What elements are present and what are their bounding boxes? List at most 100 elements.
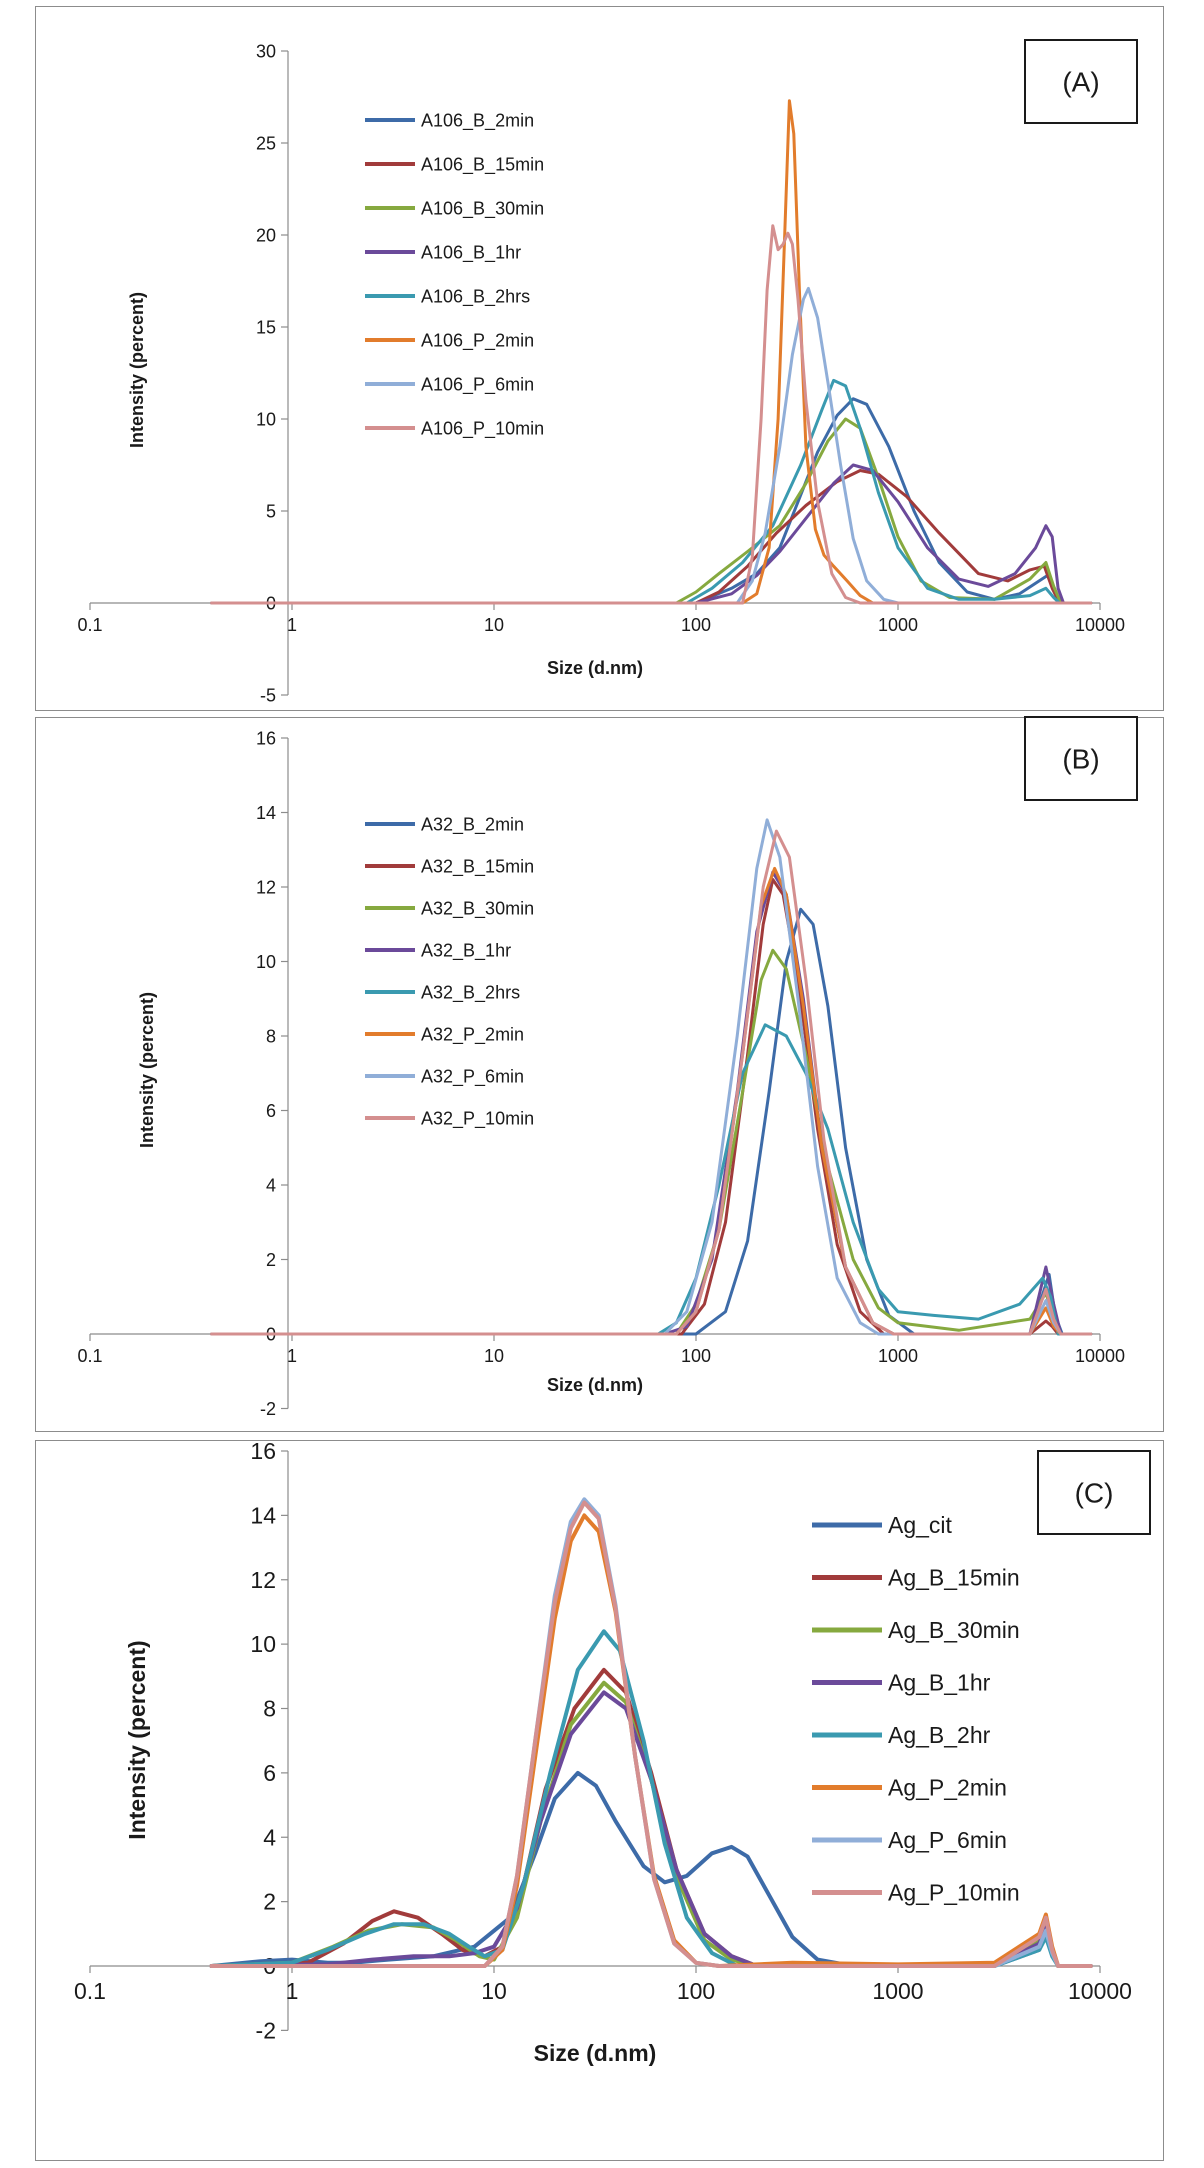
series-line bbox=[210, 829, 1093, 1336]
y-tick-label: 2 bbox=[266, 1250, 276, 1270]
legend-label: Ag_B_15min bbox=[888, 1565, 1020, 1591]
x-axis-label: Size (d.nm) bbox=[547, 1375, 643, 1395]
y-tick-label: 5 bbox=[266, 501, 276, 521]
legend-label: A32_P_10min bbox=[421, 1108, 534, 1129]
y-tick-label: 12 bbox=[250, 1567, 276, 1593]
y-axis-label: Intensity (percent) bbox=[137, 992, 157, 1148]
y-tick-label: 16 bbox=[250, 1438, 276, 1464]
x-tick-label: 1 bbox=[286, 1978, 299, 2004]
y-tick-label: 25 bbox=[256, 133, 276, 153]
legend-label: A106_P_2min bbox=[421, 330, 534, 351]
legend-label: Ag_B_2hr bbox=[888, 1722, 991, 1748]
legend-label: A32_B_15min bbox=[421, 856, 534, 877]
y-tick-label: 8 bbox=[266, 1026, 276, 1046]
y-tick-label: 15 bbox=[256, 317, 276, 337]
y-tick-label: 14 bbox=[250, 1502, 276, 1528]
y-axis-label: Intensity (percent) bbox=[127, 292, 147, 448]
legend-label: A32_P_2min bbox=[421, 1024, 524, 1045]
series-line bbox=[210, 397, 1093, 605]
legend-label: A106_P_10min bbox=[421, 418, 544, 439]
y-tick-label: 10 bbox=[256, 952, 276, 972]
series-line bbox=[210, 224, 1093, 605]
x-tick-label: 1000 bbox=[878, 615, 918, 635]
panel-label-box bbox=[1024, 716, 1138, 801]
y-tick-label: -2 bbox=[256, 2017, 276, 2043]
x-tick-label: 10 bbox=[484, 615, 504, 635]
legend-label: Ag_B_30min bbox=[888, 1617, 1020, 1643]
x-tick-label: 0.1 bbox=[74, 1978, 106, 2004]
x-tick-label: 10 bbox=[481, 1978, 507, 2004]
panel-label: (C) bbox=[1075, 1477, 1114, 1508]
series-line bbox=[210, 99, 1093, 605]
y-tick-label: -5 bbox=[260, 685, 276, 705]
legend-label: A32_B_1hr bbox=[421, 940, 511, 961]
legend-label: A32_P_6min bbox=[421, 1066, 524, 1087]
y-tick-label: 6 bbox=[263, 1760, 276, 1786]
legend-label: A106_P_6min bbox=[421, 374, 534, 395]
x-tick-label: 10000 bbox=[1075, 1346, 1125, 1366]
x-tick-label: 100 bbox=[681, 1346, 711, 1366]
x-tick-label: 100 bbox=[677, 1978, 715, 2004]
x-tick-label: 1 bbox=[287, 1346, 297, 1366]
panel-label-box bbox=[1037, 1450, 1151, 1535]
y-tick-label: 20 bbox=[256, 225, 276, 245]
series-line bbox=[210, 463, 1093, 605]
series-line bbox=[210, 818, 1093, 1336]
y-tick-label: 8 bbox=[263, 1696, 276, 1722]
series-line bbox=[210, 948, 1093, 1336]
series-line bbox=[210, 417, 1093, 605]
x-tick-label: 0.1 bbox=[77, 1346, 102, 1366]
legend-label: A106_B_30min bbox=[421, 198, 544, 219]
x-tick-label: 1000 bbox=[878, 1346, 918, 1366]
x-axis-label: Size (d.nm) bbox=[534, 2040, 657, 2066]
panel-c-frame bbox=[35, 1440, 1164, 2161]
series-line bbox=[210, 866, 1093, 1336]
series-line bbox=[209, 1667, 1093, 1968]
y-tick-label: 4 bbox=[263, 1824, 276, 1850]
y-tick-label: 30 bbox=[256, 41, 276, 61]
y-tick-label: 10 bbox=[250, 1631, 276, 1657]
x-tick-label: 10000 bbox=[1075, 615, 1125, 635]
y-tick-label: 16 bbox=[256, 728, 276, 748]
legend-label: A106_B_2min bbox=[421, 110, 534, 131]
y-tick-label: -2 bbox=[260, 1399, 276, 1419]
x-tick-label: 1000 bbox=[872, 1978, 923, 2004]
panel-label: (A) bbox=[1062, 66, 1099, 97]
y-tick-label: 6 bbox=[266, 1101, 276, 1121]
legend-label: Ag_cit bbox=[888, 1512, 953, 1538]
y-tick-label: 14 bbox=[256, 803, 276, 823]
series-line bbox=[210, 378, 1093, 605]
series-line bbox=[210, 286, 1093, 605]
series-line bbox=[210, 870, 1093, 1336]
y-axis-label: Intensity (percent) bbox=[124, 1640, 150, 1839]
legend-label: Ag_P_10min bbox=[888, 1880, 1020, 1906]
y-tick-label: 2 bbox=[263, 1889, 276, 1915]
legend-label: A106_B_15min bbox=[421, 154, 544, 175]
y-tick-label: 12 bbox=[256, 877, 276, 897]
series-line bbox=[210, 878, 1093, 1336]
series-line bbox=[209, 1629, 1093, 1968]
panel-label: (B) bbox=[1062, 743, 1099, 774]
legend-label: A106_B_2hrs bbox=[421, 286, 530, 307]
legend-label: Ag_P_6min bbox=[888, 1827, 1007, 1853]
x-tick-label: 10 bbox=[484, 1346, 504, 1366]
x-tick-label: 10000 bbox=[1068, 1978, 1132, 2004]
panel-label-box bbox=[1024, 39, 1138, 124]
series-line bbox=[210, 469, 1093, 605]
y-tick-label: 4 bbox=[266, 1175, 276, 1195]
legend-label: Ag_P_2min bbox=[888, 1775, 1007, 1801]
series-line bbox=[210, 907, 1093, 1336]
y-tick-label: 10 bbox=[256, 409, 276, 429]
x-axis-label: Size (d.nm) bbox=[547, 658, 643, 678]
panel-b-frame bbox=[35, 717, 1164, 1432]
legend-label: A32_B_2min bbox=[421, 814, 524, 835]
x-tick-label: 100 bbox=[681, 615, 711, 635]
legend-label: Ag_B_1hr bbox=[888, 1670, 991, 1696]
x-tick-label: 0.1 bbox=[77, 615, 102, 635]
legend-label: A32_B_2hrs bbox=[421, 982, 520, 1003]
